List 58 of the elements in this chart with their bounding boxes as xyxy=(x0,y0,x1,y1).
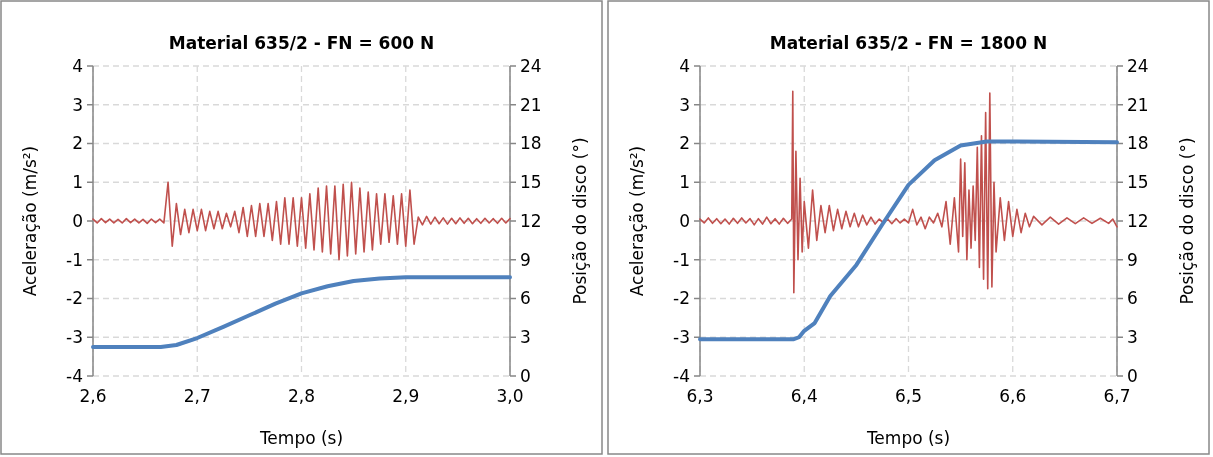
y-tick-label: 3 xyxy=(679,94,690,115)
y-tick-label: 2 xyxy=(72,133,83,154)
y2-tick-label: 6 xyxy=(520,288,531,309)
line-series xyxy=(91,275,512,349)
x-tick-label: 6,6 xyxy=(999,386,1027,406)
x-tick-label: 6,4 xyxy=(790,386,818,406)
y2-tick-label: 0 xyxy=(1127,365,1138,386)
y2-axis-title: Posição do disco (°) xyxy=(1177,137,1197,305)
y-tick-label: -1 xyxy=(66,249,83,270)
y2-tick-label: 6 xyxy=(1127,288,1138,309)
y-tick-label: -2 xyxy=(66,288,83,309)
y2-tick-label: 3 xyxy=(1127,327,1138,348)
line-series xyxy=(698,139,1119,342)
x-tick-label: 6,3 xyxy=(686,386,714,406)
y2-tick-label: 24 xyxy=(1127,55,1149,76)
y2-tick-label: 15 xyxy=(1127,172,1149,193)
y2-tick-label: 21 xyxy=(1127,94,1149,115)
y2-tick-label: 3 xyxy=(520,327,531,348)
y2-tick-label: 0 xyxy=(520,365,531,386)
y2-tick-label: 9 xyxy=(1127,249,1138,270)
x-tick-label: 3,0 xyxy=(496,386,524,406)
y2-tick-label: 18 xyxy=(520,133,542,154)
y-tick-label: 1 xyxy=(72,172,83,193)
y-tick-label: 0 xyxy=(72,210,83,231)
x-tick-label: 2,8 xyxy=(287,386,316,406)
x-tick-label: 6,7 xyxy=(1103,386,1131,406)
x-axis-title: Tempo (s) xyxy=(258,428,344,448)
y-tick-label: -2 xyxy=(673,288,690,309)
y-axis-title: Aceleração (m/s²) xyxy=(20,145,40,297)
y-tick-label: -4 xyxy=(673,365,690,386)
chart-title: Material 635/2 - FN = 600 N xyxy=(168,33,435,53)
y2-tick-label: 12 xyxy=(520,210,542,231)
y2-axis-title: Posição do disco (°) xyxy=(570,137,590,305)
line-series xyxy=(699,90,1118,294)
x-tick-label: 2,9 xyxy=(392,386,420,406)
x-axis-title: Tempo (s) xyxy=(865,428,951,448)
y-tick-label: -4 xyxy=(66,365,83,386)
y-tick-label: 4 xyxy=(72,55,83,76)
y-tick-label: -3 xyxy=(673,327,690,348)
x-tick-label: 6,5 xyxy=(894,386,923,406)
y2-tick-label: 18 xyxy=(1127,133,1149,154)
y-tick-label: -1 xyxy=(673,249,690,270)
chart-title: Material 635/2 - FN = 1800 N xyxy=(769,33,1048,53)
y-tick-label: 1 xyxy=(679,172,690,193)
y2-tick-label: 24 xyxy=(520,55,542,76)
y2-tick-label: 9 xyxy=(520,249,531,270)
x-tick-label: 2,6 xyxy=(79,386,107,406)
y2-tick-label: 15 xyxy=(520,172,542,193)
y-tick-label: 2 xyxy=(679,133,690,154)
line-series xyxy=(92,181,511,261)
y2-tick-label: 21 xyxy=(520,94,542,115)
y-tick-label: 4 xyxy=(679,55,690,76)
y-tick-label: 0 xyxy=(679,210,690,231)
y-tick-label: 3 xyxy=(72,94,83,115)
y-axis-title: Aceleração (m/s²) xyxy=(627,145,647,297)
x-tick-label: 2,7 xyxy=(183,386,211,406)
y-tick-label: -3 xyxy=(66,327,83,348)
y2-tick-label: 12 xyxy=(1127,210,1149,231)
